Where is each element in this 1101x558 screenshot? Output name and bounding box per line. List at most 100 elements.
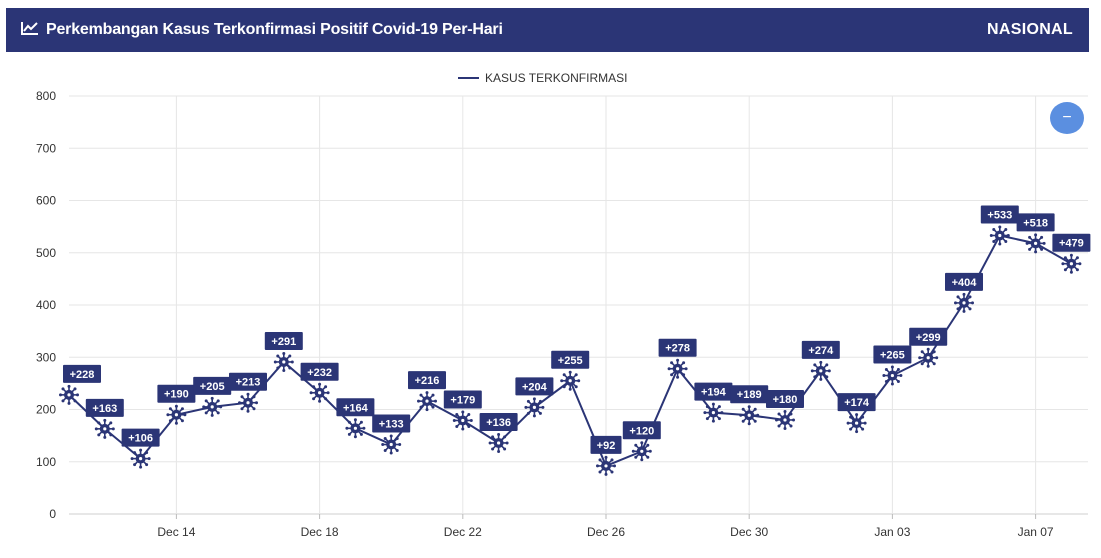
chart-title: Perkembangan Kasus Terkonfirmasi Positif… [46, 21, 503, 38]
data-label: +163 [92, 403, 117, 415]
data-label-box [730, 385, 769, 404]
virus-icon [667, 358, 688, 379]
x-tick-label: Dec 14 [157, 525, 195, 539]
virus-icon [381, 434, 402, 455]
data-label-box [1016, 213, 1055, 232]
y-tick-label: 800 [36, 89, 56, 103]
data-label: +274 [808, 345, 834, 357]
virus-icon [1061, 253, 1082, 274]
data-label-box [193, 376, 232, 395]
data-label: +136 [486, 417, 511, 429]
y-tick-label: 400 [36, 298, 56, 312]
data-label: +291 [271, 336, 296, 348]
data-label-box [300, 362, 339, 381]
line-chart: 0 100 200 300 400 500 600 700 800 Dec 14 Dec 18 Dec… [36, 71, 1091, 539]
x-tick-label: Dec 18 [301, 525, 339, 539]
data-label: +213 [236, 377, 261, 389]
data-label: +255 [558, 355, 583, 367]
data-label-box [1052, 233, 1091, 252]
data-label: +92 [597, 440, 616, 452]
x-tick-label: Jan 07 [1018, 525, 1054, 539]
data-label: +179 [450, 394, 475, 406]
data-label-box [694, 382, 733, 401]
data-label: +174 [844, 397, 870, 409]
x-tick-label: Dec 30 [730, 525, 768, 539]
line-chart-icon [20, 20, 40, 41]
y-tick-label: 200 [36, 403, 56, 417]
y-tick-label: 500 [36, 246, 56, 260]
data-label: +106 [128, 433, 153, 445]
virus-icon [1025, 233, 1046, 254]
chart-area: 0 100 200 300 400 500 600 700 800 Dec 14 Dec 18 Dec… [0, 52, 1101, 553]
x-tick-label: Dec 26 [587, 525, 625, 539]
data-label: +216 [415, 375, 440, 387]
minus-icon: − [1062, 109, 1072, 126]
virus-icon [596, 455, 616, 476]
virus-icon [918, 347, 939, 368]
x-tick-label: Jan 03 [874, 525, 910, 539]
data-label: +232 [307, 367, 332, 379]
data-label: +265 [880, 350, 905, 362]
data-label-box [408, 371, 446, 390]
y-tick-label: 700 [36, 141, 56, 155]
y-tick-label: 600 [36, 194, 56, 208]
virus-icon [775, 409, 795, 430]
data-label: +228 [70, 369, 95, 381]
virus-icon [810, 360, 831, 381]
virus-icon [452, 410, 473, 431]
series-line [68, 234, 1072, 468]
virus-icon [238, 392, 258, 413]
virus-icon [989, 225, 1010, 246]
data-label: +205 [200, 381, 225, 393]
legend-label: KASUS TERKONFIRMASI [485, 71, 627, 85]
data-label: +189 [737, 389, 762, 401]
virus-icon [739, 405, 760, 426]
data-label-box [837, 393, 876, 412]
x-tick-label: Dec 22 [444, 525, 482, 539]
virus-icon [846, 413, 867, 434]
chart-header: Perkembangan Kasus Terkonfirmasi Positif… [6, 8, 1089, 52]
virus-icon [273, 351, 294, 372]
data-label: +533 [987, 210, 1012, 222]
data-label: +164 [343, 402, 369, 414]
data-label-box [622, 421, 661, 440]
virus-icon [345, 418, 366, 439]
header-left: Perkembangan Kasus Terkonfirmasi Positif… [20, 8, 503, 52]
data-label: +518 [1023, 217, 1048, 229]
data-label-box [551, 350, 590, 369]
data-label-box [909, 327, 948, 346]
data-label-box [873, 345, 912, 364]
virus-icon [417, 391, 437, 412]
data-label-box [515, 377, 554, 396]
y-tick-label: 0 [49, 507, 56, 521]
data-label-box [658, 338, 697, 357]
data-label: +120 [629, 425, 654, 437]
y-tick-label: 300 [36, 350, 56, 364]
data-label-box [443, 390, 482, 409]
data-label-box [766, 389, 804, 408]
data-label: +404 [952, 277, 978, 289]
virus-icon [130, 448, 151, 469]
data-label: +278 [665, 343, 690, 355]
scope-label: NASIONAL [987, 21, 1073, 38]
virus-icon [202, 396, 223, 417]
data-label-box [121, 428, 160, 447]
data-label-box [479, 412, 518, 431]
virus-icon [524, 397, 545, 418]
data-label: +299 [916, 332, 941, 344]
data-label-box [157, 384, 196, 403]
virus-icon [882, 365, 903, 386]
data-label-box [980, 205, 1019, 224]
virus-icon [94, 418, 115, 439]
data-label-box [229, 372, 267, 391]
data-label: +204 [522, 381, 548, 393]
virus-icon [954, 292, 974, 313]
data-label-box [336, 398, 375, 417]
data-label-box [63, 364, 101, 383]
data-label: +190 [164, 389, 189, 401]
data-label-box [85, 398, 124, 417]
zoom-out-button[interactable]: − [1050, 102, 1084, 134]
virus-icon [560, 370, 581, 391]
data-label-box [264, 331, 303, 350]
